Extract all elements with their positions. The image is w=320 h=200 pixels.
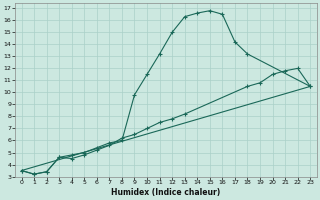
X-axis label: Humidex (Indice chaleur): Humidex (Indice chaleur)	[111, 188, 220, 197]
